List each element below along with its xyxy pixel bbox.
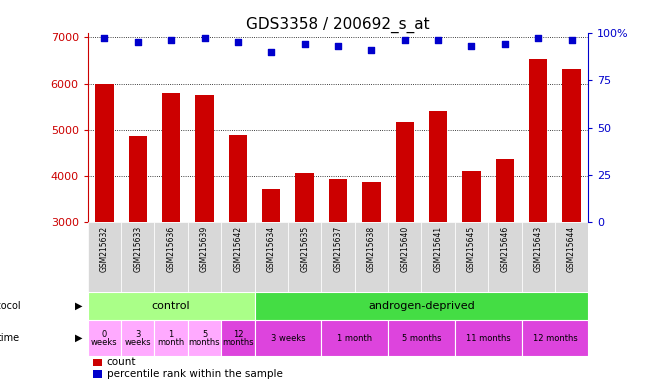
Bar: [93, 359, 102, 366]
Text: GSM215644: GSM215644: [567, 226, 576, 272]
Text: GSM215643: GSM215643: [534, 226, 543, 272]
Point: [133, 39, 143, 45]
Bar: [96, 84, 114, 361]
Text: 11 months: 11 months: [466, 334, 510, 343]
Bar: [262, 189, 280, 361]
Bar: [396, 122, 414, 361]
Text: GSM215632: GSM215632: [100, 226, 109, 272]
Point: [366, 46, 376, 53]
Point: [266, 48, 276, 55]
Text: ▶: ▶: [75, 301, 83, 311]
Bar: [288, 222, 321, 292]
Text: time: time: [0, 333, 20, 343]
Point: [200, 35, 210, 41]
Bar: [562, 69, 580, 361]
Text: GSM215636: GSM215636: [166, 226, 176, 272]
Point: [233, 39, 243, 45]
Text: GSM215638: GSM215638: [367, 226, 376, 272]
Bar: [196, 94, 214, 361]
Bar: [296, 173, 314, 361]
Bar: [88, 222, 121, 292]
Bar: [255, 222, 288, 292]
Bar: [555, 222, 588, 292]
Text: percentile rank within the sample: percentile rank within the sample: [107, 369, 283, 379]
Bar: [129, 136, 147, 361]
Text: 12
months: 12 months: [222, 329, 254, 347]
Text: 5 months: 5 months: [402, 334, 441, 343]
Bar: [421, 222, 455, 292]
Bar: [255, 320, 321, 356]
Text: androgen-deprived: androgen-deprived: [368, 301, 474, 311]
Bar: [488, 222, 521, 292]
Bar: [255, 292, 588, 320]
Text: GSM215639: GSM215639: [200, 226, 209, 272]
Text: GSM215646: GSM215646: [500, 226, 510, 272]
Bar: [162, 93, 180, 361]
Bar: [529, 59, 547, 361]
Text: ▶: ▶: [75, 333, 83, 343]
Title: GDS3358 / 200692_s_at: GDS3358 / 200692_s_at: [246, 17, 430, 33]
Text: GSM215637: GSM215637: [333, 226, 343, 272]
Text: GSM215642: GSM215642: [233, 226, 242, 272]
Bar: [229, 136, 247, 361]
Point: [333, 43, 343, 49]
Text: 1 month: 1 month: [337, 334, 372, 343]
Text: 12 months: 12 months: [532, 334, 577, 343]
Bar: [221, 222, 255, 292]
Point: [400, 37, 410, 43]
Point: [566, 37, 577, 43]
Text: control: control: [152, 301, 190, 311]
Point: [300, 41, 310, 47]
Text: 3
weeks: 3 weeks: [125, 329, 151, 347]
Bar: [188, 320, 221, 356]
Bar: [321, 320, 388, 356]
Point: [433, 37, 443, 43]
Bar: [188, 222, 221, 292]
Bar: [121, 222, 155, 292]
Bar: [221, 320, 255, 356]
Text: growth protocol: growth protocol: [0, 301, 20, 311]
Bar: [455, 222, 488, 292]
Bar: [88, 292, 255, 320]
Bar: [388, 222, 421, 292]
Bar: [355, 222, 388, 292]
Bar: [155, 222, 188, 292]
Bar: [121, 320, 155, 356]
Text: 5
months: 5 months: [188, 329, 220, 347]
Bar: [462, 172, 480, 361]
Bar: [93, 370, 102, 378]
Text: GSM215633: GSM215633: [133, 226, 142, 272]
Text: GSM215634: GSM215634: [266, 226, 276, 272]
Point: [166, 37, 176, 43]
Bar: [155, 320, 188, 356]
Text: GSM215641: GSM215641: [434, 226, 443, 272]
Point: [466, 43, 476, 49]
Text: GSM215635: GSM215635: [300, 226, 309, 272]
Bar: [321, 222, 355, 292]
Text: count: count: [107, 358, 136, 367]
Text: 0
weeks: 0 weeks: [91, 329, 118, 347]
Bar: [329, 179, 347, 361]
Point: [99, 35, 110, 41]
Point: [500, 41, 510, 47]
Bar: [88, 320, 121, 356]
Bar: [388, 320, 455, 356]
Point: [533, 35, 543, 41]
Text: GSM215640: GSM215640: [400, 226, 410, 272]
Bar: [455, 320, 521, 356]
Bar: [521, 320, 588, 356]
Bar: [496, 159, 514, 361]
Bar: [521, 222, 555, 292]
Bar: [362, 182, 380, 361]
Text: 1
month: 1 month: [157, 329, 185, 347]
Bar: [429, 111, 447, 361]
Text: GSM215645: GSM215645: [467, 226, 476, 272]
Text: 3 weeks: 3 weeks: [270, 334, 306, 343]
